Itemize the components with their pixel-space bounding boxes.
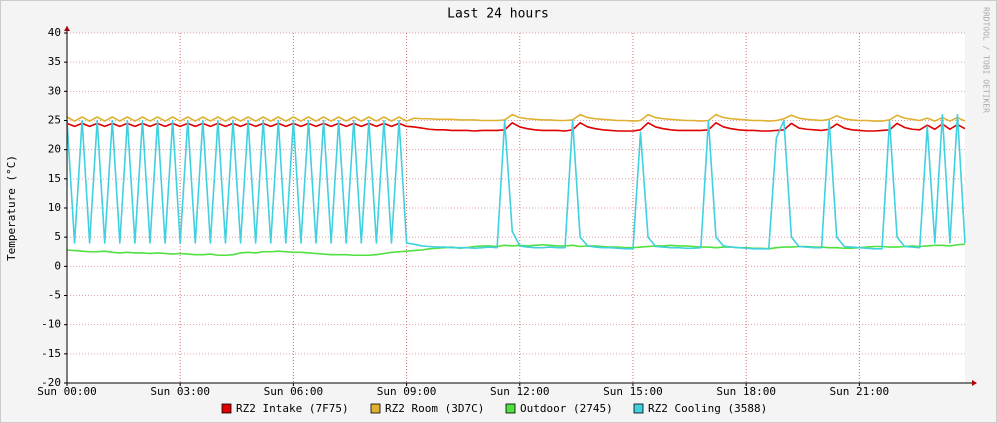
- series-line: [66, 113, 966, 250]
- legend-label: RZ2 Intake (7F75): [236, 402, 349, 415]
- series-line: [66, 113, 966, 122]
- y-arrow: [64, 26, 70, 31]
- legend-label: Outdoor (2745): [520, 402, 613, 415]
- credit: RRDTOOL / TOBI OETIKER: [982, 7, 991, 113]
- legend-swatch: [633, 403, 644, 414]
- y-tick-label: 30: [48, 84, 61, 97]
- y-tick-label: -10: [41, 318, 61, 331]
- y-tick-label: 40: [48, 26, 61, 39]
- y-tick-label: 25: [48, 114, 61, 127]
- legend-swatch: [505, 403, 516, 414]
- legend: RZ2 Intake (7F75) RZ2 Room (3D7C) Outdoor …: [221, 402, 767, 415]
- x-tick-label: Sun 06:00: [264, 385, 324, 398]
- x-tick-label: Sun 09:00: [377, 385, 437, 398]
- lines: [66, 113, 966, 257]
- y-tick-label: -20: [41, 376, 61, 389]
- y-axis-label: Temperature (°C): [5, 155, 18, 261]
- plot-area: [67, 33, 965, 383]
- y-tick-label: 35: [48, 55, 61, 68]
- chart-title: Last 24 hours: [447, 7, 549, 22]
- series-line: [66, 122, 966, 132]
- x-tick-label: Sun 21:00: [830, 385, 890, 398]
- y-tick-label: 0: [54, 259, 61, 272]
- legend-label: RZ2 Cooling (3588): [648, 402, 767, 415]
- y-tick-label: -5: [48, 289, 61, 302]
- legend-swatch: [221, 403, 232, 414]
- x-tick-label: Sun 00:00: [37, 385, 97, 398]
- x-tick-label: Sun 18:00: [716, 385, 776, 398]
- y-tick-label: 5: [54, 230, 61, 243]
- y-tick-label: 10: [48, 201, 61, 214]
- x-tick-label: Sun 03:00: [150, 385, 210, 398]
- y-tick-label: -15: [41, 347, 61, 360]
- x-tick-label: Sun 15:00: [603, 385, 663, 398]
- x-tick-label: Sun 12:00: [490, 385, 550, 398]
- y-tick-label: 15: [48, 172, 61, 185]
- legend-label: RZ2 Room (3D7C): [385, 402, 484, 415]
- labels: -20 -15 -10 -5 0 5 10 15 20 25 30 35 40 Sun 00:00 Sun …: [37, 26, 889, 398]
- legend-swatch: [370, 403, 381, 414]
- x-arrow: [972, 380, 977, 386]
- y-tick-label: 20: [48, 143, 61, 156]
